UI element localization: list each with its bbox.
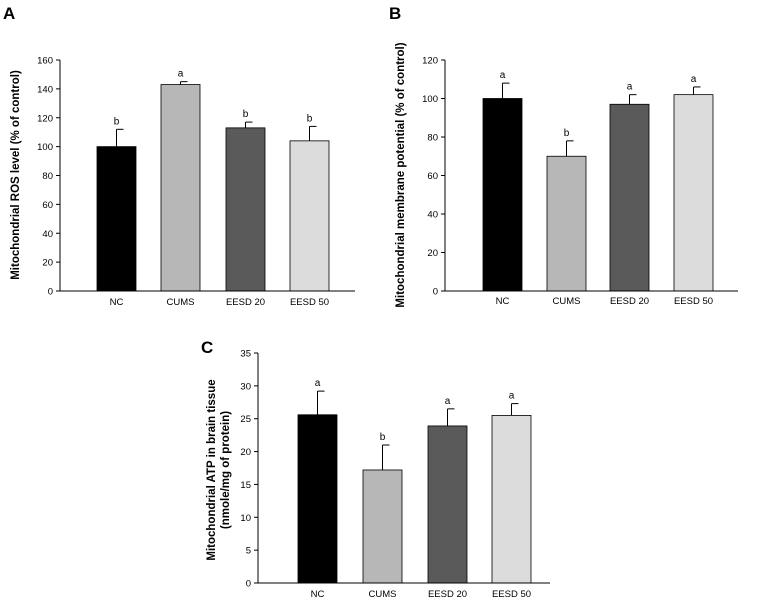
panel-b-y-tick-label: 20	[427, 248, 438, 259]
panel-a-significance-labels: b a b b	[114, 69, 313, 128]
panel-a-significance-4: b	[307, 113, 313, 124]
panel-a-category-3: EESD 20	[226, 297, 265, 308]
panel-c-category-1: NC	[311, 589, 325, 600]
panel-c-y-tick-label: 15	[240, 480, 251, 491]
panel-b-y-axis-label: Mitochondrial membrane potential (% of c…	[395, 42, 407, 307]
panel-a-category-2: CUMS	[167, 297, 195, 308]
panel-b-bar-1	[482, 98, 523, 292]
panel-c-category-4: EESD 50	[492, 589, 531, 600]
panel-a-bars	[96, 84, 330, 292]
panel-c-letter: C	[201, 338, 213, 357]
panel-c-category-labels: NC CUMS EESD 20 EESD 50	[311, 589, 531, 600]
panel-b-category-4: EESD 50	[674, 296, 713, 307]
panel-a-y-tick-label: 0	[48, 287, 53, 298]
panel-b-y-tick-label: 100	[422, 94, 438, 105]
panel-a-category-4: EESD 50	[290, 297, 329, 308]
panel-b-y-ticks: 0 20 40 60 80 100 120	[422, 56, 445, 298]
panel-b-y-tick-label: 60	[427, 171, 438, 182]
panel-b-significance-1: a	[500, 70, 506, 81]
panel-c-significance-3: a	[445, 396, 451, 407]
panel-b: B Mitochondrial membrane potential (% of…	[389, 4, 738, 308]
panel-c-y-tick-label: 0	[246, 579, 251, 590]
panel-a-significance-2: a	[178, 69, 184, 80]
panel-a-bar-4	[289, 140, 330, 292]
panel-b-category-3: EESD 20	[610, 296, 649, 307]
panel-c-y-axis-label-line1: Mitochondrial ATP in brain tissue	[206, 379, 218, 560]
panel-a-letter: A	[3, 4, 15, 23]
panel-c-y-tick-label: 5	[246, 546, 251, 557]
panel-c-y-axis-label-line2: (nmole/mg of protein)	[220, 411, 232, 529]
panel-a-y-tick-label: 20	[42, 258, 53, 269]
panel-c-y-ticks: 0 5 10 15 20 25 30 35	[240, 349, 258, 590]
panel-b-error-bars	[502, 82, 701, 157]
panel-c-significance-2: b	[380, 432, 386, 443]
panel-a-y-tick-label: 80	[42, 171, 53, 182]
panel-b-letter: B	[389, 4, 401, 23]
panel-c-y-tick-label: 10	[240, 513, 251, 524]
panel-b-y-tick-label: 120	[422, 56, 438, 67]
panel-c-error-bars	[317, 390, 519, 470]
panel-c-significance-4: a	[509, 391, 515, 402]
panel-c-y-tick-label: 30	[240, 381, 251, 392]
panel-a-bar-1	[96, 146, 137, 292]
panel-c-significance-labels: a b a a	[315, 378, 515, 443]
panel-a-category-labels: NC CUMS EESD 20 EESD 50	[110, 297, 329, 308]
panel-a-category-1: NC	[110, 297, 124, 308]
panel-c-bar-2	[362, 469, 403, 584]
panel-a-error-bars	[116, 81, 317, 147]
panel-b-bar-2	[546, 155, 587, 292]
panel-a-y-tick-label: 160	[37, 56, 53, 67]
panel-a-y-tick-label: 60	[42, 200, 53, 211]
panel-b-bar-3	[609, 103, 650, 292]
panel-c-y-tick-label: 20	[240, 447, 251, 458]
panel-b-bar-4	[673, 94, 714, 292]
panel-b-y-tick-label: 40	[427, 210, 438, 221]
panel-b-bars	[482, 94, 714, 292]
panel-a-significance-3: b	[243, 109, 249, 120]
panel-c-bar-3	[427, 425, 468, 584]
panel-b-significance-4: a	[691, 74, 697, 85]
panel-c-bar-1	[297, 414, 338, 584]
panel-c-significance-1: a	[315, 378, 321, 389]
panel-a-y-tick-label: 40	[42, 229, 53, 240]
panel-a-y-tick-label: 100	[37, 142, 53, 153]
panel-b-significance-labels: a b a a	[500, 70, 697, 139]
panel-a: A Mitochondrial ROS level (% of control)…	[3, 4, 355, 308]
panel-a-bar-3	[225, 127, 266, 292]
panel-c-category-2: CUMS	[369, 589, 397, 600]
panel-b-category-labels: NC CUMS EESD 20 EESD 50	[496, 296, 713, 307]
panel-c-bars	[297, 414, 532, 584]
panel-c-bar-4	[491, 415, 532, 584]
panel-b-y-tick-label: 0	[433, 287, 438, 298]
panel-b-category-2: CUMS	[553, 296, 581, 307]
panel-a-y-tick-label: 120	[37, 113, 53, 124]
panel-c: C Mitochondrial ATP in brain tissue (nmo…	[201, 338, 550, 600]
panel-c-category-3: EESD 20	[428, 589, 467, 600]
panel-a-y-axis-label: Mitochondrial ROS level (% of control)	[10, 70, 22, 280]
panel-c-y-tick-label: 35	[240, 349, 251, 360]
panel-b-y-tick-label: 80	[427, 133, 438, 144]
panel-c-y-tick-label: 25	[240, 414, 251, 425]
panel-a-y-tick-label: 140	[37, 84, 53, 95]
panel-a-y-ticks: 0 20 40 60 80 100 120 140 160	[37, 56, 60, 298]
panel-a-bar-2	[160, 84, 201, 292]
panel-b-category-1: NC	[496, 296, 510, 307]
panel-b-significance-3: a	[627, 82, 633, 93]
panel-b-significance-2: b	[564, 128, 570, 139]
panel-a-significance-1: b	[114, 116, 120, 127]
